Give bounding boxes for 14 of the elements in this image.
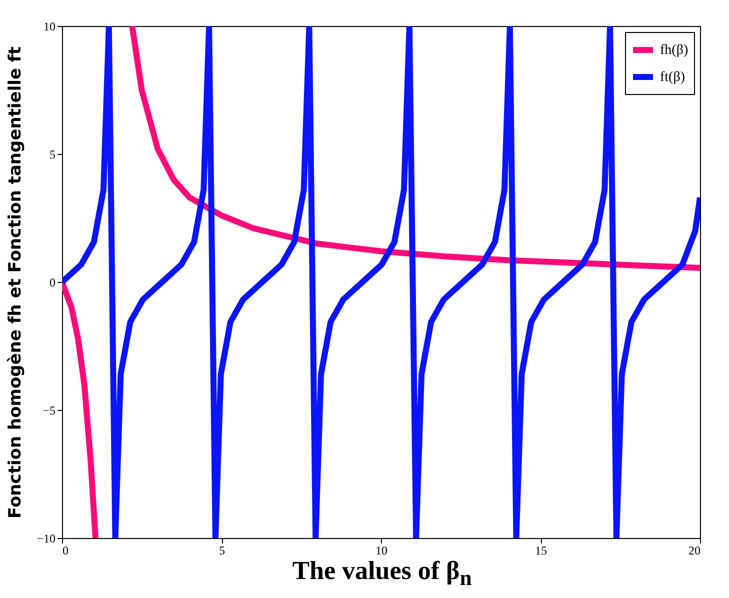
x-tick-label: 10: [376, 544, 388, 558]
legend-label: ft(β): [660, 70, 686, 85]
y-tick-label: 0: [50, 276, 56, 290]
x-tick-label: 0: [62, 544, 68, 558]
x-tick-label: 20: [688, 544, 700, 558]
y-tick-label: −5: [42, 404, 56, 418]
y-axis-title: Fonction homogène fh et Fonction tangentielle ft: [6, 46, 26, 518]
y-tick-label: −10: [36, 532, 56, 546]
x-tick-label: 15: [535, 544, 547, 558]
legend-label: fh(β): [660, 43, 688, 58]
x-tick-label: 5: [219, 544, 225, 558]
x-axis-title: The values of β$_{n}$: [291, 556, 473, 592]
y-tick-label: 5: [50, 148, 56, 162]
y-tick-label: 10: [44, 20, 56, 34]
